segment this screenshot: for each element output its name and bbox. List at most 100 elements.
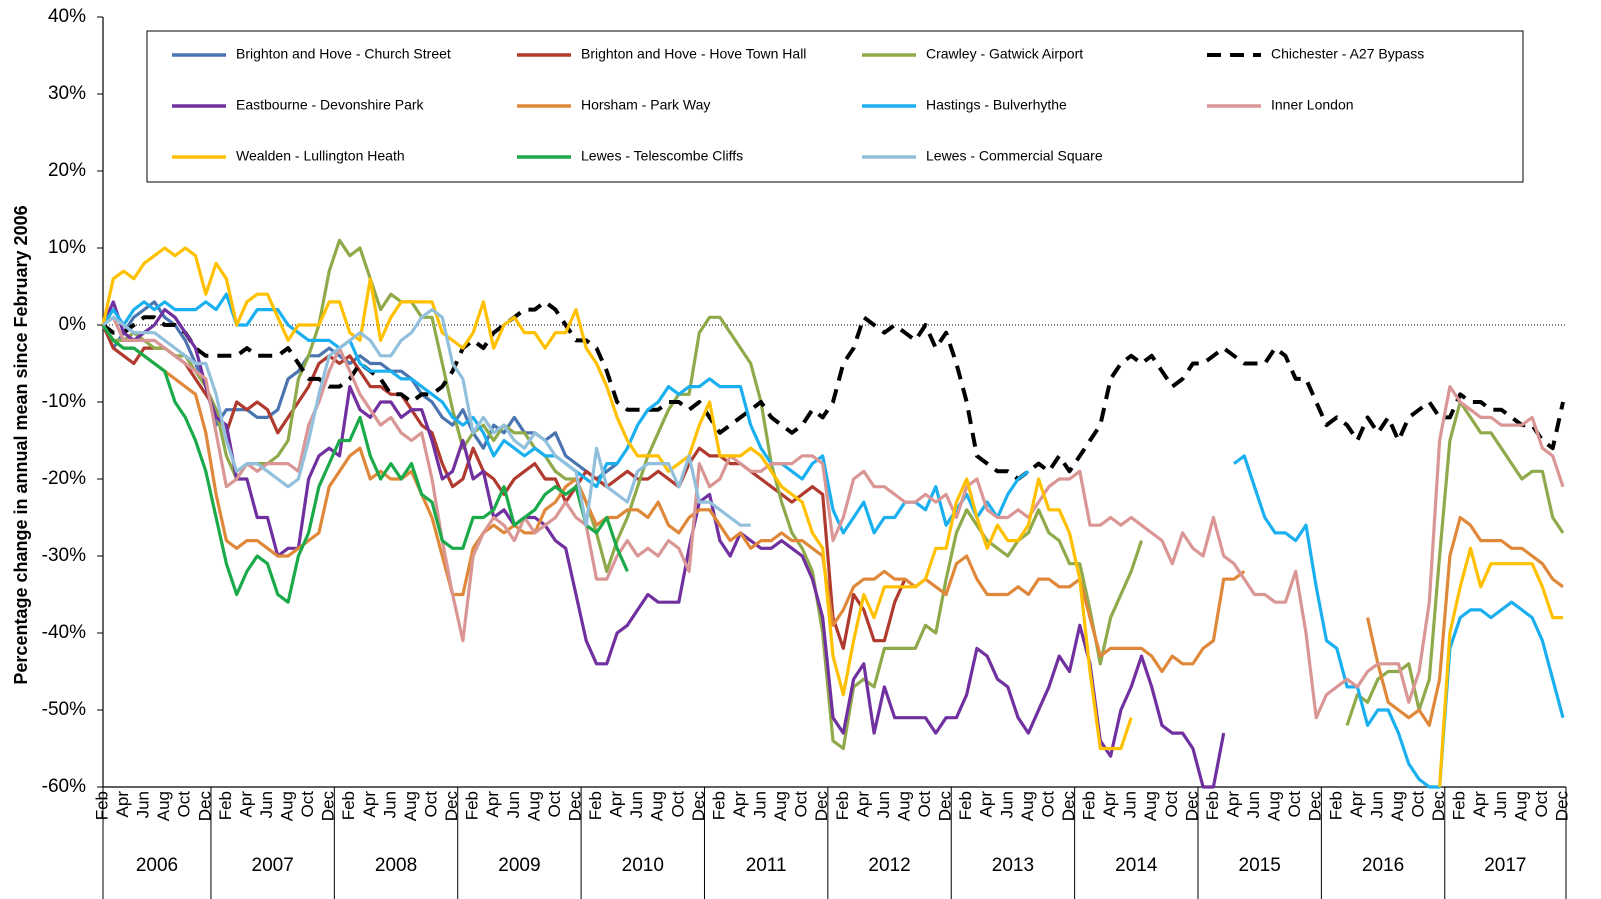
x-tick-label: Oct [792,791,811,818]
x-tick-label: Aug [1018,791,1037,821]
legend-label: Eastbourne - Devonshire Park [236,97,425,113]
series-line [101,324,629,604]
x-group-label: 2009 [498,855,540,876]
legend-label: Brighton and Hove - Hove Town Hall [581,46,806,62]
x-tick-label: Apr [1223,791,1242,818]
x-tick-label: Apr [853,791,872,818]
x-group-label: 2013 [992,855,1034,876]
x-tick-label: Aug [771,791,790,821]
x-tick-label: Dec [1182,791,1201,822]
x-tick-label: Aug [1265,791,1284,821]
series-line [101,299,1565,481]
x-tick-label: Jun [257,791,276,818]
x-tick-label: Jun [1367,791,1386,818]
x-tick-label: Oct [298,791,317,818]
x-tick-label: Oct [1409,791,1428,818]
x-tick-label: Apr [1470,791,1489,818]
legend-label: Lewes - Commercial Square [926,148,1103,164]
x-group-label: 2006 [136,855,178,876]
y-tick-label: 40% [48,6,86,27]
x-tick-label: Dec [1306,791,1325,822]
x-tick-label: Aug [524,791,543,821]
x-group-label: 2012 [868,855,910,876]
x-tick-label: Aug [278,791,297,821]
x-tick-label: Feb [833,791,852,820]
x-tick-label: Jun [874,791,893,818]
x-tick-label: Oct [545,791,564,818]
x-group-label: 2008 [375,855,417,876]
x-tick-label: Feb [92,791,111,820]
y-tick-label: 10% [48,237,86,258]
x-tick-label: Aug [401,791,420,821]
x-tick-label: Feb [216,791,235,820]
series-line [102,308,751,527]
x-group-label: 2007 [252,855,294,876]
x-tick-label: Jun [380,791,399,818]
x-tick-label: Aug [1141,791,1160,821]
x-tick-label: Dec [195,791,214,822]
x-tick-label: Oct [1038,791,1057,818]
series-line [101,324,1246,674]
y-tick-label: -40% [42,622,86,643]
legend-label: Horsham - Park Way [581,97,710,113]
y-tick-label: -30% [42,545,86,566]
x-tick-label: Apr [730,791,749,818]
x-group-label: 2010 [622,855,664,876]
x-tick-label: Aug [1388,791,1407,821]
x-tick-label: Dec [1059,791,1078,822]
x-tick-label: Dec [1552,791,1571,822]
series-line [101,300,1226,789]
legend-label: Inner London [1271,97,1354,113]
x-tick-label: Oct [175,791,194,818]
x-tick-label: Aug [154,791,173,821]
x-tick-label: Dec [319,791,338,822]
series-line [101,300,619,481]
x-tick-label: Jun [997,791,1016,818]
x-tick-label: Dec [565,791,584,822]
x-tick-label: Feb [1326,791,1345,820]
legend-label: Hastings - Bulverhythe [926,97,1067,113]
x-tick-label: Oct [668,791,687,818]
legend-label: Wealden - Lullington Heath [236,148,405,164]
x-tick-label: Dec [812,791,831,822]
x-tick-label: Dec [1429,791,1448,822]
x-tick-label: Feb [1203,791,1222,820]
x-tick-label: Apr [607,791,626,818]
x-tick-label: Jun [1491,791,1510,818]
x-tick-label: Oct [1532,791,1551,818]
x-tick-label: Jun [627,791,646,818]
x-tick-label: Jun [134,791,153,818]
y-tick-label: -50% [42,699,86,720]
series-line [1438,546,1563,788]
legend-label: Chichester - A27 Bypass [1271,46,1424,62]
y-tick-label: 30% [48,83,86,104]
series-line [1345,400,1565,726]
legend-label: Lewes - Telescombe Cliffs [581,148,743,164]
x-tick-label: Oct [915,791,934,818]
x-group-label: 2016 [1362,855,1404,876]
x-tick-label: Apr [1100,791,1119,818]
x-tick-label: Aug [894,791,913,821]
x-tick-label: Jun [751,791,770,818]
x-tick-label: Apr [977,791,996,818]
y-tick-label: -60% [42,776,86,797]
x-tick-label: Apr [360,791,379,818]
x-tick-label: Jun [504,791,523,818]
legend-label: Crawley - Gatwick Airport [926,46,1083,62]
x-group-label: 2015 [1239,855,1281,876]
y-tick-label: -10% [42,391,86,412]
x-tick-label: Aug [1511,791,1530,821]
series-line [1233,454,1565,789]
x-tick-label: Aug [648,791,667,821]
x-group-label: 2011 [746,855,787,876]
series-line [101,324,907,650]
x-tick-label: Oct [1162,791,1181,818]
x-tick-label: Dec [689,791,708,822]
x-tick-label: Jun [1244,791,1263,818]
x-tick-label: Jun [1121,791,1140,818]
legend: Brighton and Hove - Church Street Brighto… [146,30,1524,183]
series-line [101,246,1133,751]
x-tick-label: Feb [709,791,728,820]
x-tick-label: Oct [1285,791,1304,818]
